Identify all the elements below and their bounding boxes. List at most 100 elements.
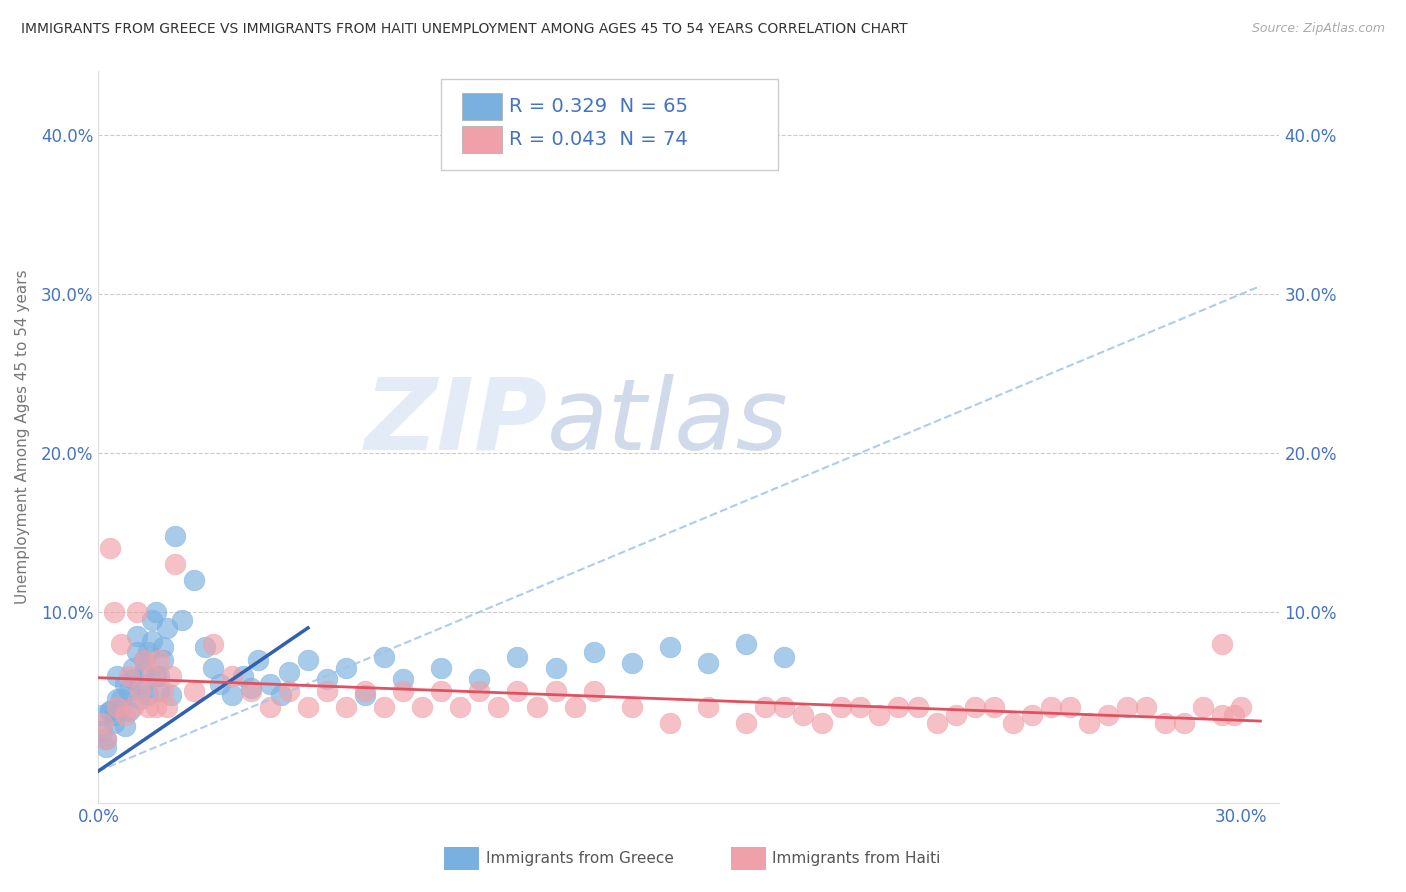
Point [114,708,136,723]
Point [1211,708,1233,723]
Point [152,640,174,654]
Point [103,716,125,731]
Point [773,649,796,664]
Point [163,558,186,572]
Point [152,653,174,667]
Point [148,668,170,682]
Point [354,684,377,698]
Point [830,700,852,714]
Point [91,724,114,739]
Point [98,704,121,718]
Point [1211,637,1233,651]
Text: atlas: atlas [547,374,789,471]
Point [183,684,205,698]
Point [468,672,491,686]
Point [118,704,141,718]
Point [1097,708,1119,723]
Point [110,692,132,706]
Point [98,541,121,556]
Point [544,684,567,698]
Point [221,668,243,682]
Point [125,645,148,659]
Point [1059,700,1081,714]
Point [620,656,643,670]
Point [1135,700,1157,714]
Point [373,649,395,664]
Point [697,656,720,670]
Point [103,605,125,619]
Point [488,700,510,714]
Point [887,700,910,714]
Point [183,573,205,587]
Point [145,605,167,619]
Point [110,700,132,714]
Point [983,700,1005,714]
Point [506,684,529,698]
Point [221,688,243,702]
Point [121,700,143,714]
Text: Immigrants from Greece: Immigrants from Greece [486,851,673,866]
Point [94,740,117,755]
Point [582,684,605,698]
Text: IMMIGRANTS FROM GREECE VS IMMIGRANTS FROM HAITI UNEMPLOYMENT AMONG AGES 45 TO 54: IMMIGRANTS FROM GREECE VS IMMIGRANTS FRO… [21,22,908,37]
Point [735,716,758,731]
FancyBboxPatch shape [731,847,766,870]
Point [152,684,174,698]
Point [697,700,720,714]
Point [94,732,117,747]
Point [148,653,170,667]
Point [156,621,179,635]
Point [354,688,377,702]
Point [201,660,224,674]
Point [392,672,415,686]
Point [94,732,117,747]
Point [194,640,217,654]
Point [270,688,292,702]
Point [107,700,129,714]
Point [159,668,181,682]
Point [1192,700,1215,714]
Point [156,700,179,714]
Point [134,653,156,667]
Point [925,716,948,731]
Point [134,665,156,680]
Point [110,637,132,651]
Point [259,700,281,714]
Point [297,653,319,667]
Point [907,700,929,714]
Point [136,645,159,659]
Point [121,672,143,686]
Point [1222,708,1244,723]
Text: R = 0.329  N = 65: R = 0.329 N = 65 [509,97,689,116]
Point [141,613,163,627]
Point [125,605,148,619]
Text: Source: ZipAtlas.com: Source: ZipAtlas.com [1251,22,1385,36]
Point [129,676,152,690]
Point [118,668,141,682]
Point [103,708,125,723]
Point [658,640,681,654]
Point [232,668,254,682]
Point [792,708,814,723]
Point [411,700,433,714]
FancyBboxPatch shape [441,78,778,170]
Point [735,637,758,651]
Point [1154,716,1177,731]
Point [316,672,339,686]
Point [259,676,281,690]
FancyBboxPatch shape [444,847,478,870]
Point [582,645,605,659]
Point [145,668,167,682]
Point [134,653,156,667]
Text: R = 0.043  N = 74: R = 0.043 N = 74 [509,130,688,149]
Point [335,660,357,674]
Point [125,629,148,643]
Point [564,700,586,714]
FancyBboxPatch shape [463,126,502,153]
Point [811,716,834,731]
Point [468,684,491,698]
Point [297,700,319,714]
Point [118,684,141,698]
Point [114,676,136,690]
Point [945,708,967,723]
